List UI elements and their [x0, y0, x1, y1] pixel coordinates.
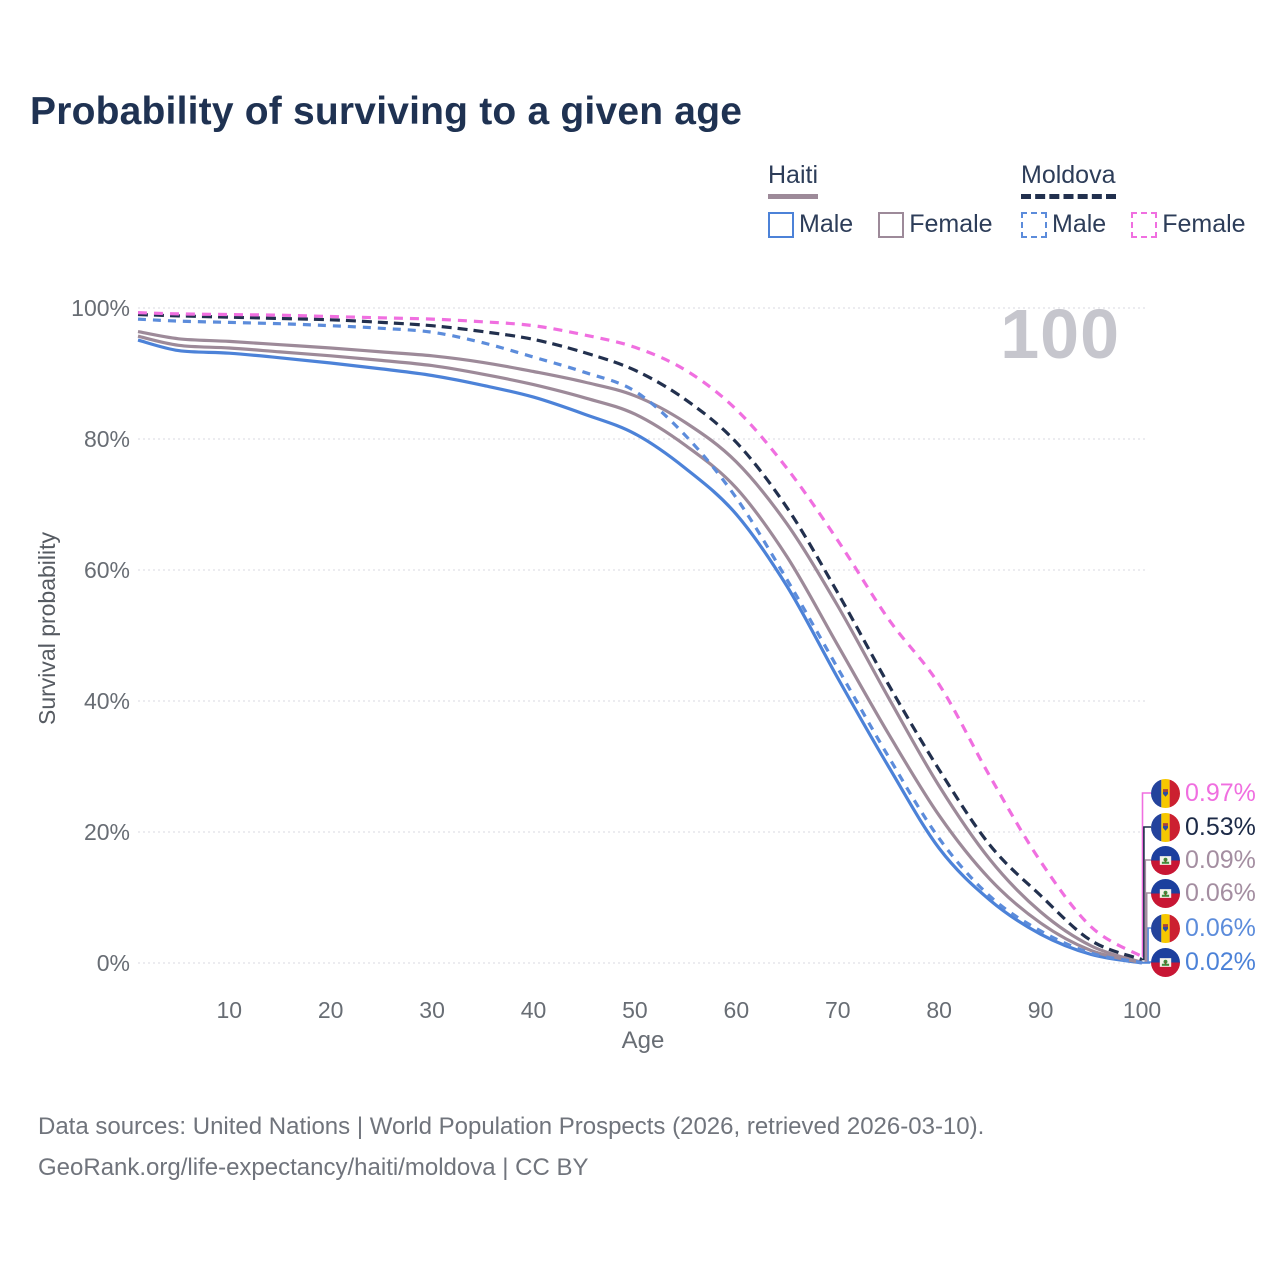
end-label-value: 0.53% [1185, 812, 1256, 841]
attribution-line: GeoRank.org/life-expectancy/haiti/moldov… [38, 1154, 589, 1181]
haiti-flag-icon [1151, 947, 1180, 977]
y-tick-label: 0% [96, 950, 130, 976]
legend-item-label: Female [1162, 210, 1246, 238]
end-label-connector [1141, 792, 1151, 958]
legend-group-haiti: Haiti Male Female [768, 161, 993, 239]
haiti-flag-icon [1151, 845, 1180, 875]
moldova-male-swatch-icon [1021, 211, 1047, 238]
end-label-moldova-both: 0.53% [1151, 810, 1256, 844]
end-label-value: 0.06% [1185, 913, 1256, 942]
y-tick-label: 20% [83, 819, 130, 845]
haiti-male-swatch-icon [768, 211, 794, 238]
end-label-value: 0.97% [1185, 778, 1256, 807]
y-tick-label: 100% [71, 295, 130, 321]
y-tick-label: 40% [83, 688, 130, 714]
x-tick-label: 10 [216, 997, 243, 1023]
legend-group-moldova: Moldova Male Female [1021, 161, 1246, 239]
legend-item-label: Male [799, 210, 854, 238]
curve-haiti-both [137, 334, 1143, 965]
end-label-haiti-female: 0.09% [1151, 843, 1256, 877]
end-label-haiti-both: 0.06% [1151, 876, 1256, 910]
y-tick-label: 60% [83, 557, 130, 583]
x-tick-label: 20 [317, 997, 344, 1023]
end-label-moldova-male: 0.06% [1151, 911, 1256, 945]
x-tick-label: 90 [1027, 997, 1054, 1023]
moldova-flag-icon [1151, 778, 1180, 808]
legend-item-haiti-female[interactable]: Female [878, 210, 993, 239]
curve-moldova-male [137, 317, 1143, 965]
x-tick-label: 30 [419, 997, 445, 1023]
legend-item-haiti-male[interactable]: Male [768, 210, 853, 239]
legend-item-moldova-female[interactable]: Female [1131, 210, 1246, 239]
curve-haiti-female [137, 330, 1143, 964]
legend-item-moldova-male[interactable]: Male [1021, 210, 1106, 239]
moldova-flag-icon [1151, 913, 1180, 943]
end-label-connector [1142, 859, 1151, 964]
x-tick-label: 50 [622, 997, 648, 1023]
page-title: Probability of surviving to a given age [30, 90, 743, 133]
end-label-haiti-male: 0.02% [1151, 945, 1256, 979]
haiti-female-swatch-icon [878, 211, 905, 238]
legend-item-label: Male [1052, 210, 1107, 238]
end-label-moldova-female: 0.97% [1151, 776, 1256, 810]
x-tick-label: 60 [723, 997, 750, 1023]
end-label-connector [1142, 961, 1151, 964]
end-label-connector [1142, 826, 1151, 961]
x-tick-label: 70 [824, 997, 851, 1023]
age-watermark: 100 [1000, 295, 1120, 373]
x-tick-label: 100 [1122, 997, 1162, 1023]
haiti-flag-icon [1151, 878, 1180, 908]
x-tick-label: 80 [926, 997, 952, 1023]
end-label-connector [1142, 892, 1151, 964]
end-label-value: 0.09% [1185, 845, 1256, 874]
x-tick-label: 40 [520, 997, 547, 1023]
moldova-female-swatch-icon [1131, 211, 1158, 238]
legend-country-haiti: Haiti [768, 161, 819, 199]
end-label-value: 0.06% [1185, 878, 1256, 907]
curve-moldova-female [137, 311, 1143, 959]
end-label-connector [1142, 927, 1151, 964]
legend-country-moldova: Moldova [1021, 161, 1116, 199]
y-tick-label: 80% [83, 426, 130, 452]
data-sources-line: Data sources: United Nations | World Pop… [38, 1113, 985, 1140]
moldova-flag-icon [1151, 812, 1180, 842]
curve-haiti-male [137, 338, 1143, 965]
curve-moldova-both [137, 312, 1143, 962]
legend-item-label: Female [909, 210, 993, 238]
x-axis-title: Age [621, 1027, 665, 1054]
footer: Data sources: United Nations | World Pop… [38, 1106, 984, 1188]
end-label-value: 0.02% [1185, 947, 1256, 976]
